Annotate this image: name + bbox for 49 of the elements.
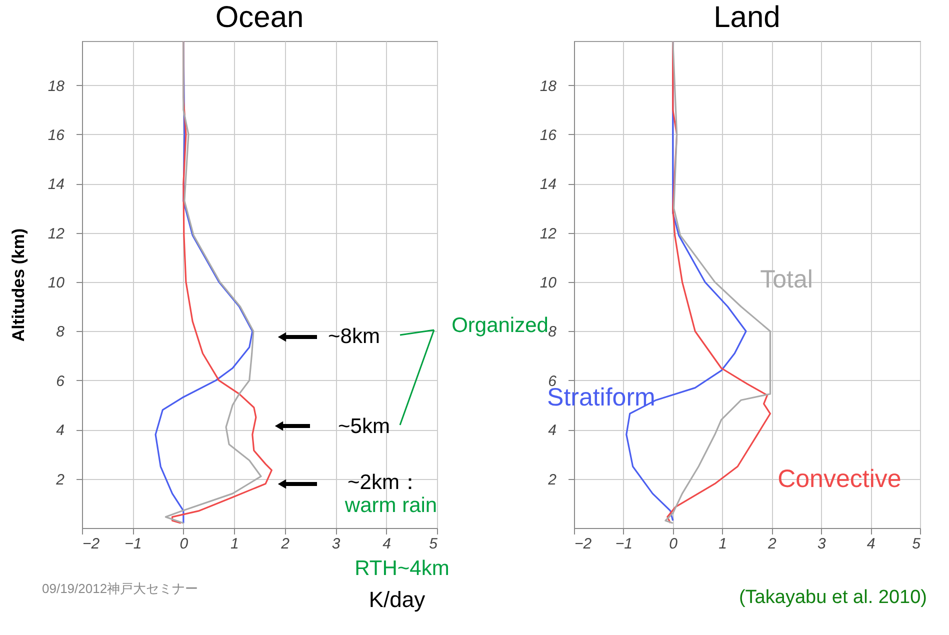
x-tick-label: 0: [669, 536, 678, 552]
y-tick-label: 10: [540, 274, 558, 292]
text: 09/19/2012神戸大セミナー: [42, 581, 198, 596]
series-label: Convective: [778, 464, 902, 493]
y-tick-label: 6: [56, 372, 66, 390]
y-tick-label: 18: [540, 78, 558, 95]
x-axis-title: K/day: [368, 587, 426, 612]
series-label: Total: [760, 266, 813, 294]
x-tick-label: 1: [230, 536, 239, 552]
y-tick-label: 12: [48, 225, 66, 242]
annotation: ~2km：: [348, 471, 420, 494]
x-tick-label: 4: [866, 536, 876, 552]
x-tick-label: 0: [180, 536, 189, 552]
y-tick-label: 10: [48, 274, 66, 292]
y-tick-label: 14: [540, 176, 556, 194]
x-tick-label: 2: [280, 536, 290, 552]
x-tick-label: −2: [574, 536, 592, 552]
line-series: [164, 41, 262, 524]
x-tick-label: −1: [124, 536, 142, 552]
y-tick-label: 18: [48, 78, 66, 95]
y-tick-label: 14: [48, 176, 64, 194]
y-tick-label: 8: [548, 324, 558, 341]
y-tick-label: 4: [56, 422, 64, 440]
x-tick-label: 2: [767, 536, 778, 552]
x-tick-label: −1: [615, 536, 632, 552]
text: Organized: [452, 314, 548, 337]
x-tick-label: 3: [817, 536, 826, 552]
x-tick-label: 3: [332, 536, 341, 552]
text: (Takayabu et al. 2010): [738, 587, 927, 608]
x-tick-label: 5: [429, 536, 438, 552]
chart-title: Ocean: [215, 1, 304, 34]
annotation: ~8km: [328, 325, 380, 348]
y-tick-label: 16: [540, 126, 558, 144]
annotation: warm rain: [344, 494, 438, 517]
y-tick-label: 8: [56, 324, 66, 341]
y-tick-label: 12: [540, 225, 558, 242]
x-tick-label: −2: [82, 536, 100, 552]
text: RTH~4km: [354, 557, 450, 580]
x-tick-label: 4: [382, 536, 391, 552]
y-tick-label: 16: [48, 126, 66, 144]
annotation: ~5km: [338, 415, 390, 438]
y-tick-label: 4: [548, 422, 556, 440]
x-tick-label: 1: [718, 536, 727, 552]
x-tick-label: 5: [912, 536, 922, 552]
y-tick-label: 2: [55, 471, 66, 488]
line-series: [154, 41, 254, 524]
y-tick-label: 2: [547, 471, 558, 488]
chart-title: Land: [714, 1, 780, 34]
y-axis-title: Altitudes (km): [8, 228, 28, 342]
